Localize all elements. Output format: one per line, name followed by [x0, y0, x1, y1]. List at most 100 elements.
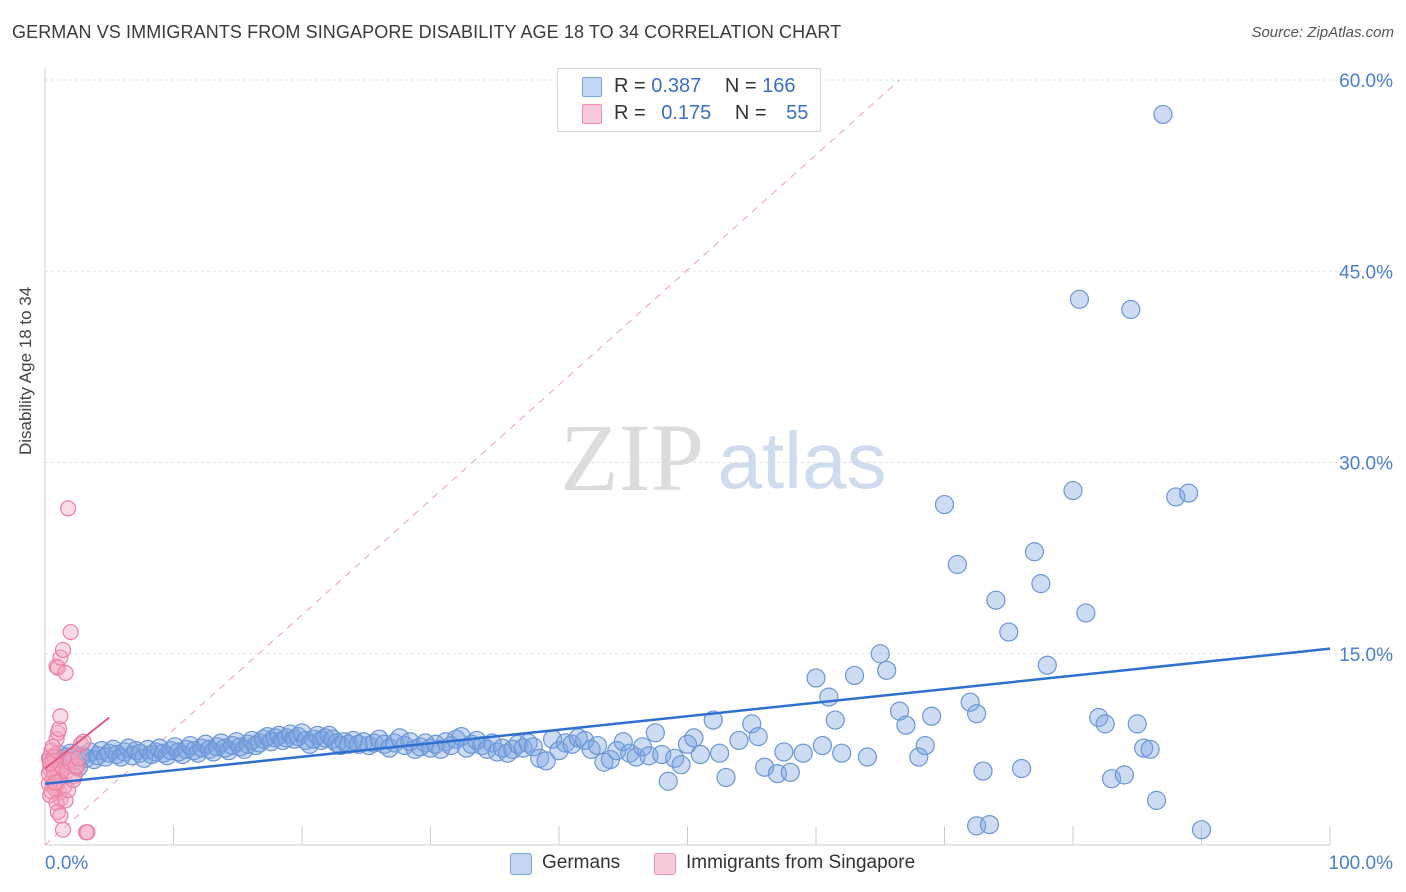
- germans-point-40: [196, 734, 216, 754]
- singapore-point-18: [51, 720, 68, 738]
- germans-point-79: [348, 734, 369, 754]
- germans-point-158: [870, 644, 890, 664]
- germans-point-132: [645, 723, 665, 743]
- x-tick-label-min: 0.0%: [45, 853, 88, 874]
- germans-point-43: [207, 737, 227, 757]
- germans-point-182: [1127, 714, 1147, 734]
- germans-point-149: [780, 762, 800, 782]
- germans-point-133: [652, 744, 672, 765]
- germans-point-150: [793, 743, 813, 763]
- tick-labels: 15.0% 30.0% 45.0% 60.0% 0.0% 100.0%: [45, 71, 1393, 874]
- germans-point-113: [523, 737, 543, 757]
- germans-point-69: [307, 725, 328, 745]
- singapore-point-33: [44, 738, 61, 755]
- legend-label-germans: Germans: [542, 852, 621, 873]
- germans-point-187: [1179, 483, 1199, 503]
- germans-point-105: [482, 733, 502, 753]
- germans-point-183: [1134, 738, 1154, 758]
- germans-point-27: [145, 742, 166, 762]
- stats-row-germans: R = 0.387 N = 166: [582, 75, 796, 99]
- germans-point-111: [513, 738, 533, 758]
- y-tick-label-1: 30.0%: [1339, 454, 1393, 475]
- legend-item-germans[interactable]: Germans: [510, 852, 621, 875]
- y-axis-label: Disability Age 18 to 34: [16, 286, 35, 455]
- germans-point-44: [211, 733, 231, 753]
- germans-point-142: [716, 767, 736, 788]
- germans-point-78: [343, 730, 363, 751]
- singapore-point-37: [54, 821, 72, 838]
- stats-swatch-singapore: [582, 104, 602, 124]
- legend-item-singapore[interactable]: Immigrants from Singapore: [654, 852, 916, 875]
- germans-point-31: [161, 741, 181, 761]
- germans-point-39: [192, 738, 212, 758]
- singapore-point-38: [57, 792, 74, 809]
- y-tick-label-3: 60.0%: [1339, 71, 1393, 92]
- germans-point-170: [986, 590, 1006, 610]
- reference-line: [44, 79, 900, 846]
- germans-point-176: [1063, 480, 1083, 501]
- germans-point-151: [806, 668, 826, 688]
- germans-point-48: [226, 732, 247, 752]
- stats-n-germans: 166: [762, 75, 796, 97]
- germans-point-157: [857, 747, 878, 767]
- germans-point-155: [832, 743, 852, 763]
- germans-point-107: [492, 738, 513, 758]
- germans-point-28: [149, 738, 169, 758]
- singapore-point-44: [72, 736, 90, 753]
- germans-point-134: [658, 771, 678, 791]
- watermark: ZIP atlas: [560, 404, 886, 511]
- germans-point-16: [103, 739, 123, 759]
- germans-point-192: [1121, 299, 1141, 320]
- germans-point-190: [979, 814, 1000, 835]
- legend-label-singapore: Immigrants from Singapore: [686, 852, 916, 873]
- stats-r-germans: 0.387: [651, 75, 702, 97]
- singapore-point-54: [79, 824, 96, 841]
- germans-point-172: [1011, 758, 1032, 779]
- series-legend: Germans Immigrants from Singapore: [0, 852, 1406, 878]
- germans-point-14: [95, 747, 115, 767]
- legend-swatch-germans: [510, 853, 532, 875]
- germans-point-145: [748, 727, 768, 747]
- stats-swatch-germans: [582, 77, 602, 97]
- germans-point-66: [296, 730, 316, 751]
- germans-point-32: [165, 737, 185, 757]
- germans-point-175: [1037, 655, 1057, 675]
- grid-lines: [45, 79, 1392, 655]
- germans-point-73: [323, 729, 343, 749]
- germans-point-193: [1153, 104, 1173, 125]
- singapore-point-50: [57, 664, 74, 681]
- watermark-zip: ZIP: [560, 404, 704, 511]
- germans-point-191: [1069, 289, 1090, 309]
- germans-point-35: [176, 739, 196, 759]
- stats-legend: R = 0.387 N = 166 R = 0.175 N = 55: [557, 68, 821, 132]
- germans-point-153: [819, 687, 839, 707]
- germans-point-106: [487, 742, 507, 762]
- germans-point-152: [812, 735, 833, 756]
- singapore-point-19: [52, 708, 69, 725]
- x-tick-label-max: 100.0%: [1329, 853, 1394, 874]
- germans-point-173: [1024, 542, 1045, 562]
- chart-source: Source: ZipAtlas.com: [1251, 24, 1394, 41]
- germans-point-123: [587, 735, 608, 756]
- germans-point-139: [690, 744, 710, 765]
- germans-point-163: [915, 735, 935, 756]
- germans-point-36: [180, 735, 200, 756]
- singapore-point-39: [60, 782, 77, 799]
- germans-point-160: [889, 701, 910, 721]
- watermark-atlas: atlas: [718, 416, 887, 505]
- germans-point-15: [99, 743, 119, 763]
- germans-point-115: [536, 751, 556, 771]
- trend-lines: [44, 647, 1331, 786]
- reference-diagonal: [44, 79, 900, 846]
- germans-point-181: [1114, 765, 1135, 785]
- germans-point-164: [922, 706, 942, 726]
- axes: [44, 68, 1331, 846]
- germans-point-148: [774, 742, 794, 762]
- germans-point-161: [896, 715, 916, 735]
- singapore-point-52: [62, 623, 79, 641]
- germans-point-188: [1191, 820, 1212, 840]
- y-tick-label-2: 45.0%: [1339, 262, 1393, 283]
- germans-point-136: [671, 755, 691, 775]
- legend-swatch-singapore: [654, 853, 676, 875]
